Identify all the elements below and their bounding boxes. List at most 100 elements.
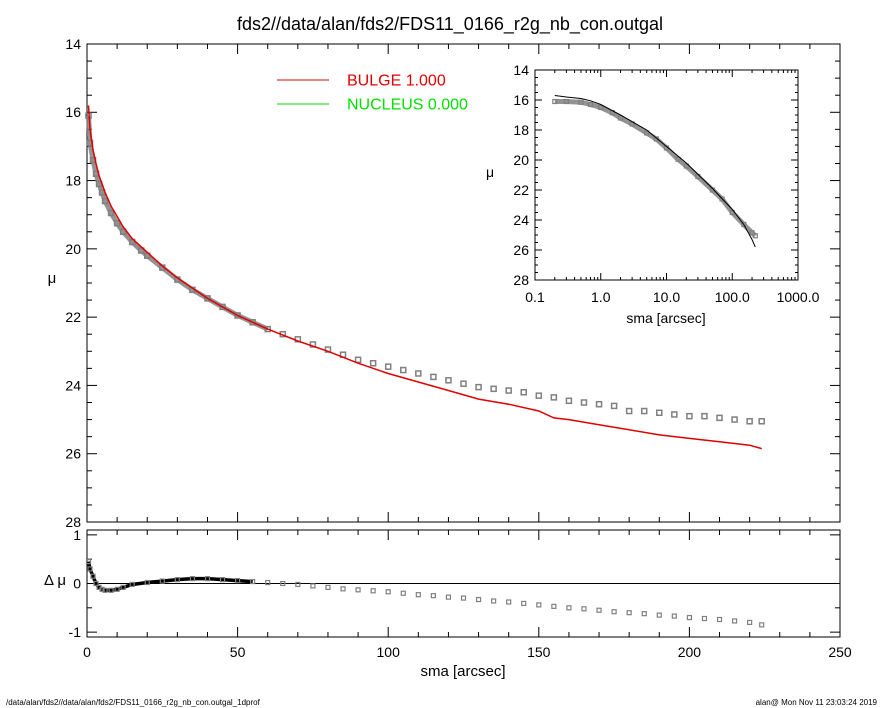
residual-point — [235, 577, 241, 584]
data-point — [580, 399, 588, 406]
residual-point — [85, 559, 92, 565]
inset-y-tick-label: 18 — [513, 122, 529, 138]
x-tick-label: 100 — [377, 644, 401, 660]
bulge-model-line — [87, 105, 762, 450]
residual-point — [370, 588, 376, 594]
residual-point — [189, 576, 196, 582]
data-point — [264, 325, 271, 333]
x-tick-label: 0 — [83, 644, 91, 660]
residual-point — [475, 596, 482, 603]
residual-point — [219, 577, 226, 583]
data-point — [671, 411, 678, 418]
inset-data-point — [598, 104, 604, 111]
residual-point — [325, 584, 331, 590]
inset-series — [552, 95, 758, 248]
inset-data-point — [683, 163, 689, 169]
inset-x-tick-label: 1.0 — [591, 289, 611, 305]
main-y-tick-label: 24 — [65, 377, 81, 393]
residual-point — [159, 578, 165, 584]
residual-point — [656, 612, 662, 618]
residual-point — [747, 619, 753, 626]
data-point — [595, 400, 603, 408]
data-point — [701, 412, 708, 420]
main-y-tick-label: 26 — [65, 446, 81, 462]
residual-point — [759, 622, 765, 628]
inset-data-point — [719, 196, 725, 202]
footer-left: /data/alan/fds2//data/alan/fds2/FDS11_01… — [6, 698, 261, 707]
main-y-tick-label: 22 — [65, 309, 81, 325]
footer-right: alan@ Mon Nov 11 23:03:24 2019 — [756, 698, 878, 707]
inset-x-tick-label: 0.1 — [525, 289, 545, 305]
data-point — [758, 418, 765, 425]
inset-data-point — [749, 230, 755, 236]
data-point — [731, 416, 738, 423]
residual-point — [99, 586, 105, 592]
main-y-axis-label: μ — [48, 270, 57, 287]
residual-point — [611, 609, 617, 615]
residual-point — [460, 595, 467, 601]
residual-point — [114, 586, 120, 592]
residual-point — [521, 600, 527, 607]
residual-point — [671, 613, 677, 619]
inset-data-point — [653, 136, 659, 142]
residual-point — [280, 580, 286, 587]
data-point — [309, 341, 317, 348]
inset-y-tick-label: 16 — [513, 92, 529, 108]
data-point — [354, 356, 362, 364]
inset-data-point — [578, 99, 584, 105]
data-point — [107, 209, 115, 217]
residual-point — [87, 566, 93, 572]
data-point — [686, 412, 693, 420]
residual-point — [144, 579, 150, 586]
residual-point — [445, 594, 452, 600]
data-point — [475, 383, 482, 391]
inset-y-tick-label: 20 — [513, 152, 529, 168]
data-point — [137, 247, 145, 254]
residual-axis-ticks: 1 0 -1 — [69, 527, 840, 640]
data-point — [369, 359, 377, 367]
residual-point — [596, 607, 602, 613]
residual-y-axis-label: Δ μ — [44, 572, 66, 589]
main-y-tick-label: 20 — [65, 241, 81, 257]
data-point — [535, 392, 543, 399]
legend: BULGE 1.000 NUCLEUS 0.000 — [277, 73, 468, 114]
resid-y-tick-label: 0 — [73, 575, 81, 591]
x-tick-label: 250 — [828, 644, 852, 660]
main-x-axis-label: sma [arcsec] — [420, 663, 505, 680]
legend-label-nucleus: NUCLEUS 0.000 — [347, 97, 468, 114]
data-profile-band — [86, 115, 269, 332]
inset-model-line — [554, 95, 756, 248]
main-y-tick-label: 16 — [65, 104, 81, 120]
residual-point — [731, 618, 738, 624]
inset-data-point — [563, 98, 569, 105]
data-point — [249, 319, 256, 326]
x-tick-label: 200 — [678, 644, 702, 660]
residual-point — [491, 598, 497, 604]
residual-point — [250, 578, 256, 585]
residual-point — [355, 587, 361, 593]
residual-point — [295, 581, 301, 588]
inset-data-point — [552, 98, 558, 105]
inset-x-tick-label: 1000.0 — [777, 289, 820, 305]
residual-point — [108, 587, 114, 593]
data-point — [520, 389, 527, 396]
inset-data-point — [617, 115, 624, 121]
data-point — [610, 402, 618, 410]
residual-point — [566, 605, 572, 611]
data-point — [445, 377, 452, 384]
residual-point — [93, 580, 99, 587]
data-point — [400, 366, 407, 374]
data-point — [656, 409, 663, 416]
residual-series — [85, 559, 765, 628]
data-point — [460, 380, 467, 387]
residual-point — [686, 614, 693, 621]
main-y-tick-label: 18 — [65, 172, 81, 188]
chart-title: fds2//data/alan/fds2/FDS11_0166_r2g_nb_c… — [237, 14, 663, 35]
inset-y-tick-label: 28 — [513, 272, 529, 288]
data-point — [746, 418, 753, 425]
inset-x-axis-label: sma [arcsec] — [626, 310, 705, 326]
inset-data-point — [675, 156, 681, 162]
inset-data-point — [741, 221, 747, 228]
